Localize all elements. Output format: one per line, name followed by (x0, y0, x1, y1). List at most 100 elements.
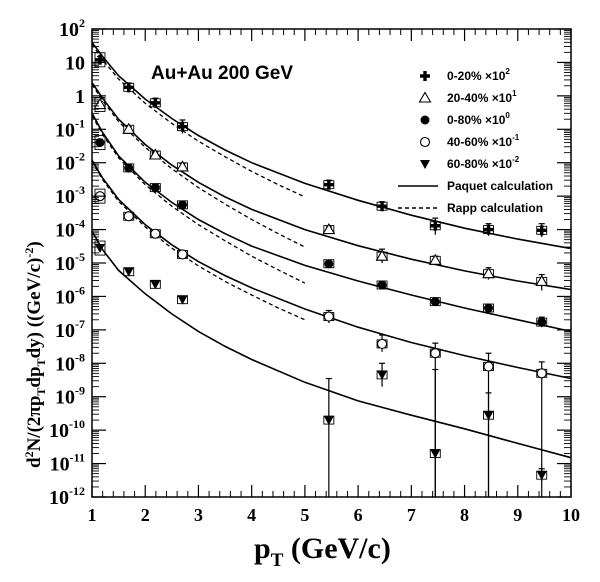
point-20-40pct (122, 122, 136, 134)
y-tick-label: 10-6 (55, 283, 85, 308)
x-tick-label: 4 (247, 505, 256, 525)
point-0-80pct (177, 200, 187, 210)
system-annotation: Au+Au 200 GeV (151, 63, 293, 84)
point-60-80pct (177, 295, 188, 305)
point-40-60pct (536, 368, 547, 379)
point-20-40pct (148, 148, 162, 160)
point-0-20pct (177, 121, 188, 132)
legend-marker-0-80pct (420, 115, 430, 125)
point-20-40pct (482, 267, 495, 279)
legend-marker-20-40pct (418, 91, 432, 103)
legend-marker-60-80pct (420, 160, 430, 169)
x-tick-label: 7 (407, 505, 416, 525)
x-axis-label-sub: T (271, 550, 284, 571)
rapp-curve (91, 115, 306, 284)
x-tick-label: 10 (562, 505, 580, 525)
point-0-80pct (484, 303, 494, 313)
legend-label: 0-80% ×100 (447, 111, 510, 127)
axes: 1 2 3 4 5 6 7 8 9 10 102 10 1 10-1 10-2 10-3 10-4 10-5 10-… (49, 16, 580, 525)
point-20-40pct (176, 160, 189, 172)
x-tick-label: 5 (300, 505, 309, 525)
legend-label: Rapp calculation (447, 201, 543, 215)
point-0-20pct (377, 201, 388, 212)
paquet-curve (91, 159, 572, 380)
point-60-80pct (377, 370, 388, 380)
point-40-60pct (377, 338, 388, 349)
x-axis-label-rest: (GeV/c) (283, 532, 390, 565)
point-60-80pct (150, 280, 161, 290)
point-0-20pct (483, 224, 494, 235)
paquet-curve (91, 230, 572, 459)
point-60-80pct (483, 411, 494, 421)
y-tick-label: 10-5 (55, 250, 85, 275)
y-tick-label: 10 (65, 52, 85, 74)
point-0-20pct (536, 225, 547, 236)
point-40-60pct (150, 228, 161, 239)
data-points (93, 52, 549, 497)
point-40-60pct (123, 211, 134, 222)
point-0-80pct (150, 183, 160, 193)
rapp-curve (91, 43, 306, 198)
legend-label: 20-40% ×101 (447, 89, 517, 105)
legend-label: Paquet calculation (447, 179, 553, 193)
y-tick-label: 10-12 (49, 484, 85, 509)
y-tick-label: 10-11 (50, 451, 85, 476)
x-tick-label: 2 (141, 505, 150, 525)
model-curves (91, 41, 572, 459)
x-tick-label: 3 (194, 505, 203, 525)
y-tick-label: 1 (75, 86, 85, 108)
point-40-60pct (177, 249, 188, 260)
x-tick-label: 8 (460, 505, 469, 525)
point-60-80pct (536, 471, 547, 481)
legend-label: 0-20% ×102 (447, 67, 510, 83)
point-60-80pct (123, 267, 134, 277)
point-60-80pct (94, 244, 105, 254)
legend-marker-40-60pct (419, 136, 431, 148)
point-20-40pct (322, 222, 336, 235)
legend: 0-20% ×102 20-40% ×101 0-80% ×100 40-60% ×1… (398, 67, 553, 215)
y-axis-label: d2N/(2πpTdpTdy) ((GeV/c)-2) (22, 241, 48, 468)
x-axis-label-main: p (254, 532, 271, 565)
point-20-40pct (428, 253, 442, 265)
point-20-40pct (535, 274, 549, 287)
y-tick-label: 10-8 (55, 350, 85, 375)
legend-label: 40-60% ×10-1 (447, 133, 520, 149)
y-tick-label: 102 (59, 16, 85, 41)
point-0-80pct (324, 259, 334, 269)
point-40-60pct (430, 348, 441, 359)
point-0-20pct (323, 179, 334, 190)
legend-label: 60-80% ×10-2 (447, 155, 520, 171)
point-0-20pct (123, 82, 134, 93)
rapp-curve (91, 84, 306, 248)
syst-box-60-80pct (94, 240, 106, 256)
paquet-curve (91, 82, 572, 291)
point-20-40pct (375, 249, 389, 261)
paquet-curve (91, 112, 572, 333)
point-0-80pct (537, 317, 547, 327)
legend-marker-0-20pct (420, 71, 430, 81)
y-tick-label: 10-7 (55, 317, 85, 342)
point-0-80pct (95, 138, 105, 148)
y-tick-label: 10-2 (55, 150, 85, 175)
point-0-80pct (124, 163, 134, 173)
y-tick-label: 10-4 (55, 217, 85, 242)
point-60-80pct (430, 449, 441, 459)
point-0-20pct (430, 220, 441, 231)
x-tick-label: 6 (354, 505, 363, 525)
point-0-20pct (150, 97, 161, 108)
point-0-80pct (430, 297, 440, 307)
point-40-60pct (323, 311, 334, 322)
syst-box-20-40pct (94, 97, 106, 112)
x-axis-label: pT (GeV/c) (254, 532, 391, 571)
x-tick-label: 9 (513, 505, 522, 525)
y-tick-label: 10-9 (55, 384, 85, 409)
point-40-60pct (483, 361, 494, 372)
x-tick-label: 1 (88, 505, 97, 525)
y-tick-label: 10-1 (55, 116, 85, 141)
y-tick-label: 10-10 (49, 417, 85, 442)
point-0-20pct (94, 54, 105, 65)
paquet-curve (91, 41, 572, 250)
point-60-80pct (323, 416, 334, 426)
point-0-80pct (377, 280, 387, 290)
